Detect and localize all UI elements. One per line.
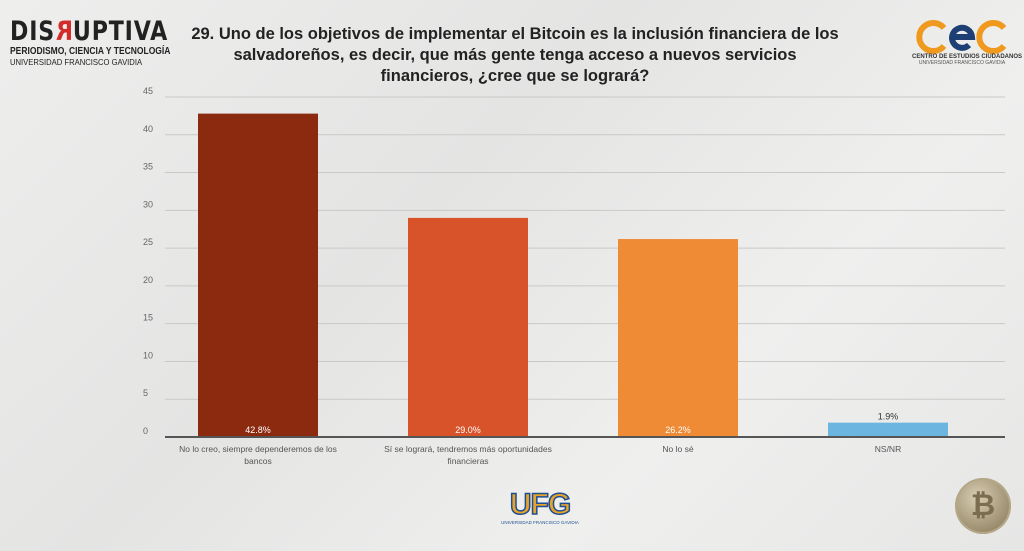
x-tick-label: Sí se logrará, tendremos más oportunidad… — [384, 444, 552, 454]
x-tick-label: financieras — [447, 456, 488, 466]
x-tick-label: No lo sé — [662, 444, 693, 454]
logo-text: DIS — [10, 16, 56, 47]
chart-title: 29. Uno de los objetivos de implementar … — [191, 25, 839, 85]
x-tick-label: bancos — [244, 456, 271, 466]
bitcoin-coin-icon: ₿ — [955, 478, 1011, 534]
bar — [198, 113, 318, 437]
y-tick-label: 30 — [143, 199, 153, 209]
x-tick-label: NS/NR — [875, 444, 901, 454]
y-tick-label: 45 — [143, 86, 153, 96]
data-label: 29.0% — [455, 425, 481, 435]
y-tick-label: 5 — [143, 388, 148, 398]
logo-text: UPTIVA — [72, 16, 169, 47]
data-label: 1.9% — [878, 412, 899, 422]
cec-name: CENTRO DE ESTUDIOS CIUDADANOS — [912, 54, 1023, 60]
y-tick-label: 35 — [143, 162, 153, 172]
ufg-logo: UFG UNIVERSIDAD FRANCISCO GAVIDIA — [500, 488, 580, 525]
y-tick-label: 20 — [143, 275, 153, 285]
cec-university: UNIVERSIDAD FRANCISCO GAVIDIA — [918, 60, 1006, 66]
y-tick-label: 25 — [143, 237, 153, 247]
y-tick-label: 40 — [143, 124, 153, 134]
logo-university: UNIVERSIDAD FRANCISCO GAVIDIA — [10, 57, 143, 67]
data-label: 26.2% — [665, 425, 691, 435]
y-tick-label: 0 — [143, 426, 148, 436]
y-tick-label: 15 — [143, 313, 153, 323]
bar — [828, 422, 948, 437]
bar — [408, 217, 528, 437]
logo-subtitle: PERIODISMO, CIENCIA Y TECNOLOGÍA — [10, 46, 171, 57]
disruptiva-logo: DISRUPTIVA PERIODISMO, CIENCIA Y TECNOLO… — [10, 16, 203, 67]
cec-logo: CENTRO DE ESTUDIOS CIUDADANOS UNIVERSIDA… — [912, 18, 1023, 66]
x-tick-label: No lo creo, siempre dependeremos de los — [179, 444, 337, 454]
ufg-logo-text: UFG — [509, 488, 572, 521]
bar — [618, 239, 738, 437]
y-tick-label: 10 — [143, 350, 153, 360]
data-label: 42.8% — [245, 425, 271, 435]
cec-logo-icon — [916, 20, 1007, 54]
ufg-logo-subtitle: UNIVERSIDAD FRANCISCO GAVIDIA — [501, 520, 579, 525]
